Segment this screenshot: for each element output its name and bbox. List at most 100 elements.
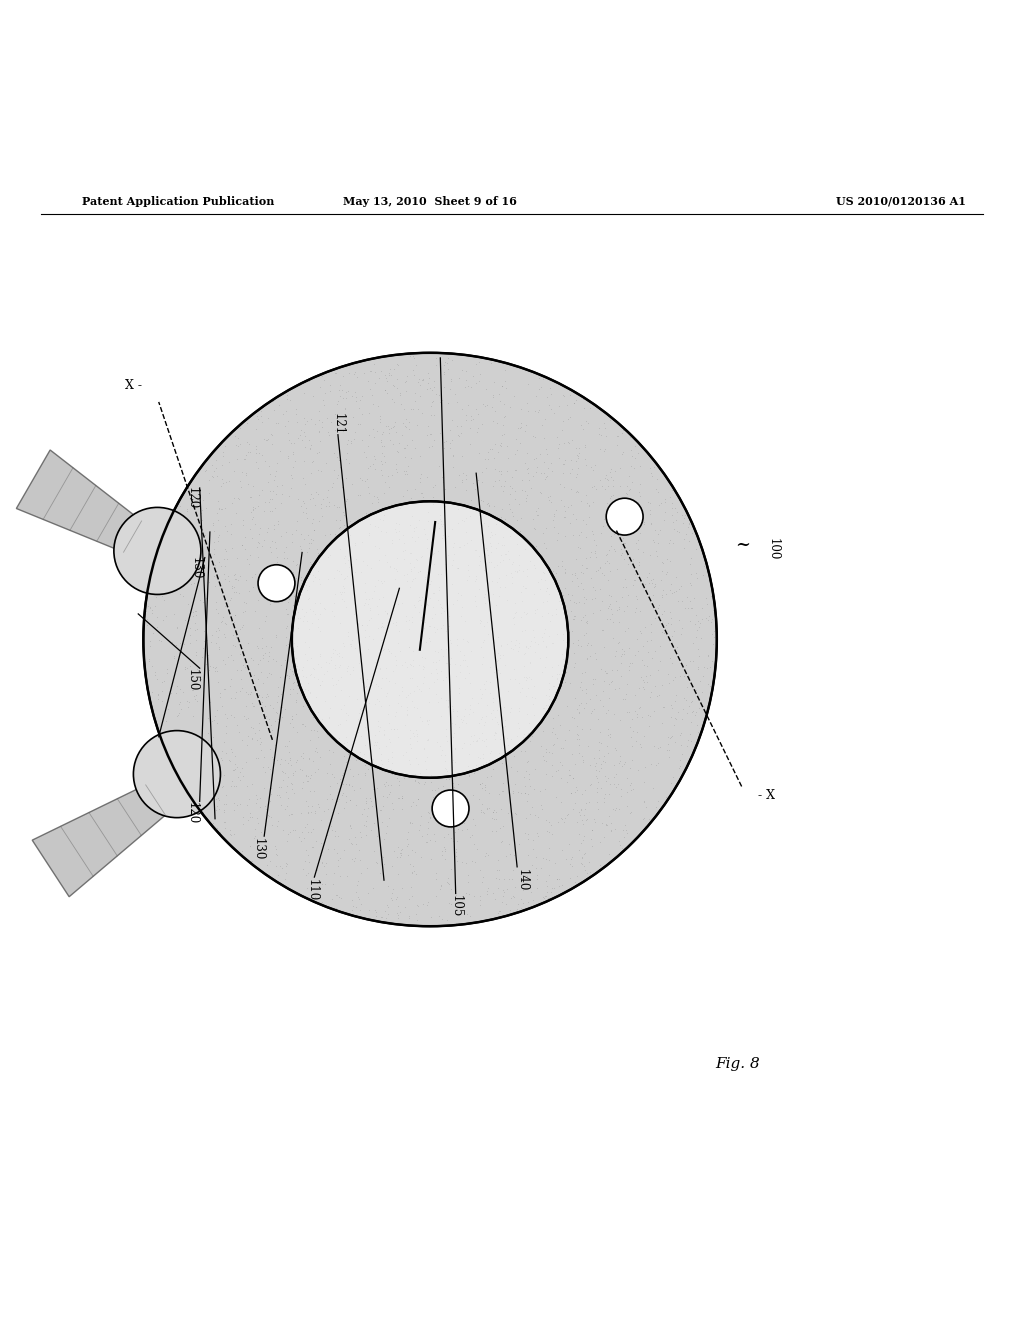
Point [434,908,451,929]
Point [489,643,506,664]
Point [305,385,322,407]
Point [479,799,496,820]
Point [375,506,391,527]
Point [255,644,271,665]
Point [378,822,394,843]
Point [494,725,510,746]
Point [549,623,565,644]
Point [574,829,591,850]
Point [294,777,310,799]
Point [437,758,454,779]
Point [428,869,444,890]
Point [530,825,547,846]
Point [348,593,365,614]
Point [510,689,526,710]
Point [187,644,204,665]
Point [490,900,507,921]
Point [322,597,338,618]
Point [294,429,310,450]
Point [676,688,692,709]
Point [589,781,605,803]
Point [474,686,490,708]
Point [256,777,272,799]
Point [525,465,542,486]
Point [501,494,517,515]
Point [264,727,281,748]
Point [398,742,415,763]
Point [612,523,629,544]
Point [575,855,592,876]
Point [375,661,391,682]
Point [499,878,515,899]
Point [413,573,429,594]
Point [200,708,216,729]
Point [601,843,617,865]
Point [179,498,196,519]
Point [534,627,550,648]
Point [367,447,383,469]
Point [410,771,426,792]
Point [456,554,472,576]
Point [658,562,675,583]
Point [146,661,163,682]
Point [226,611,243,632]
Point [512,433,528,454]
Point [383,529,399,550]
Point [657,614,674,635]
Point [581,851,597,873]
Point [662,532,678,553]
Point [510,894,526,915]
Point [450,499,466,520]
Point [658,549,675,570]
Point [615,532,632,553]
Point [518,533,535,554]
Point [530,545,547,566]
Point [271,871,288,892]
Point [243,486,259,507]
Point [231,619,248,640]
Point [460,560,476,581]
Point [505,552,521,573]
Point [498,845,514,866]
Point [358,805,375,826]
Point [421,437,437,458]
Point [437,533,454,554]
Point [280,752,296,774]
Point [581,791,597,812]
Point [632,473,648,494]
Point [569,866,586,887]
Point [369,583,385,605]
Point [433,597,450,618]
Point [495,548,511,569]
Point [453,569,469,590]
Point [616,754,633,775]
Point [384,746,400,767]
Point [224,742,241,763]
Point [422,615,438,636]
Point [591,731,607,752]
Point [226,564,243,585]
Point [373,429,389,450]
Point [361,648,378,669]
Point [432,513,449,535]
Point [403,543,420,564]
Point [509,760,525,781]
Point [541,678,557,700]
Point [323,754,339,775]
Point [450,557,466,578]
Point [279,388,295,409]
Point [572,537,589,558]
Point [399,685,416,706]
Point [285,678,301,700]
Point [459,572,475,593]
Point [653,569,670,590]
Point [446,814,463,836]
Point [210,490,226,511]
Text: X -: X - [125,379,141,392]
Point [519,866,536,887]
Point [198,498,214,519]
Point [373,618,389,639]
Point [226,487,243,508]
Point [590,771,606,792]
Point [341,814,357,836]
